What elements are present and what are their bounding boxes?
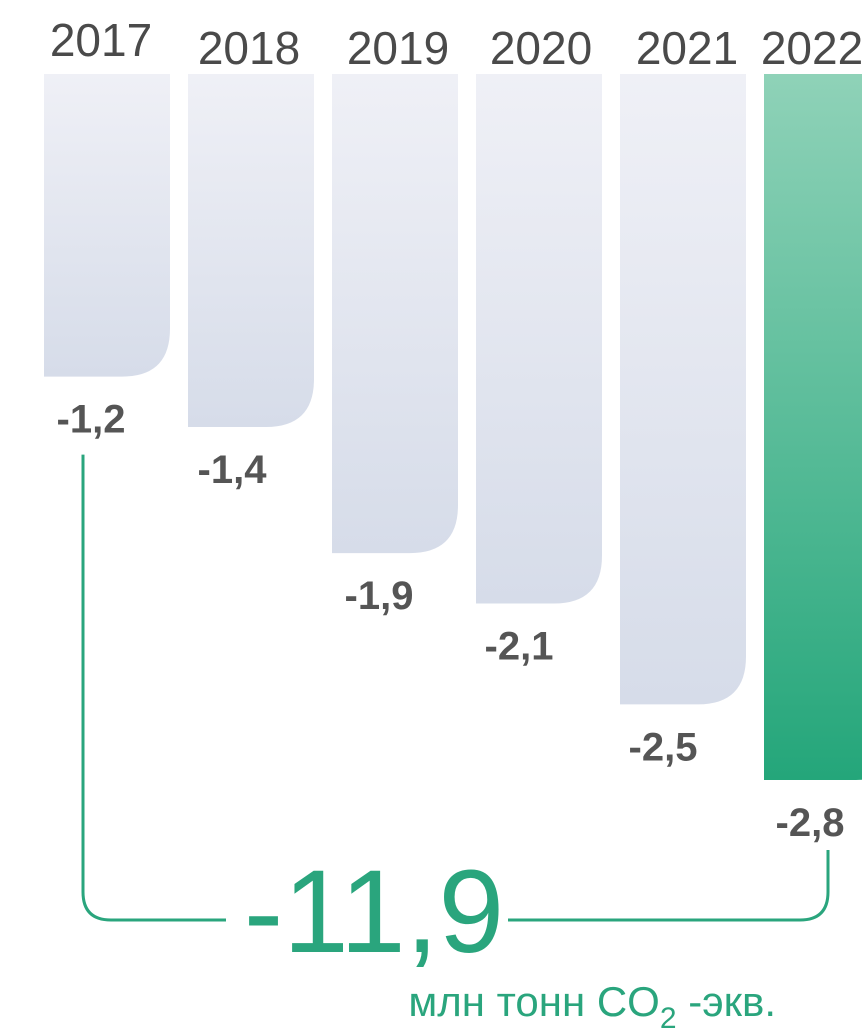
total-bracket <box>81 454 830 922</box>
unit-main: млн тонн CO <box>408 978 659 1025</box>
value-label-2021: -2,5 <box>629 725 698 769</box>
value-label-2017: -1,2 <box>57 398 126 442</box>
unit-tail: -экв. <box>677 978 776 1025</box>
year-label-2017: 2017 <box>50 14 152 66</box>
unit-subscript: 2 <box>660 1002 677 1031</box>
value-labels-group: -1,2 -1,4 -1,9 -2,1 -2,5 -2,8 <box>57 398 845 845</box>
bar-2019 <box>332 74 458 554</box>
year-label-2020: 2020 <box>490 22 592 74</box>
year-labels-group: 2017 2018 2019 2020 2021 2022 <box>50 14 862 74</box>
value-label-2020: -2,1 <box>485 625 554 669</box>
year-label-2019: 2019 <box>347 22 449 74</box>
bar-2020 <box>476 74 602 604</box>
value-label-2019: -1,9 <box>345 574 414 618</box>
bar-2022 <box>764 74 862 780</box>
total-unit: млн тонн CO2 -экв. <box>408 978 776 1031</box>
bar-2017 <box>44 74 170 377</box>
bars-group <box>44 74 862 780</box>
year-label-2022: 2022 <box>761 22 862 74</box>
value-label-2018: -1,4 <box>198 448 268 492</box>
year-label-2018: 2018 <box>198 22 300 74</box>
value-label-2022: -2,8 <box>776 801 845 845</box>
bar-2021 <box>620 74 746 705</box>
total-value: -11,9 <box>244 846 504 978</box>
year-label-2021: 2021 <box>636 22 738 74</box>
bar-2018 <box>188 74 314 427</box>
